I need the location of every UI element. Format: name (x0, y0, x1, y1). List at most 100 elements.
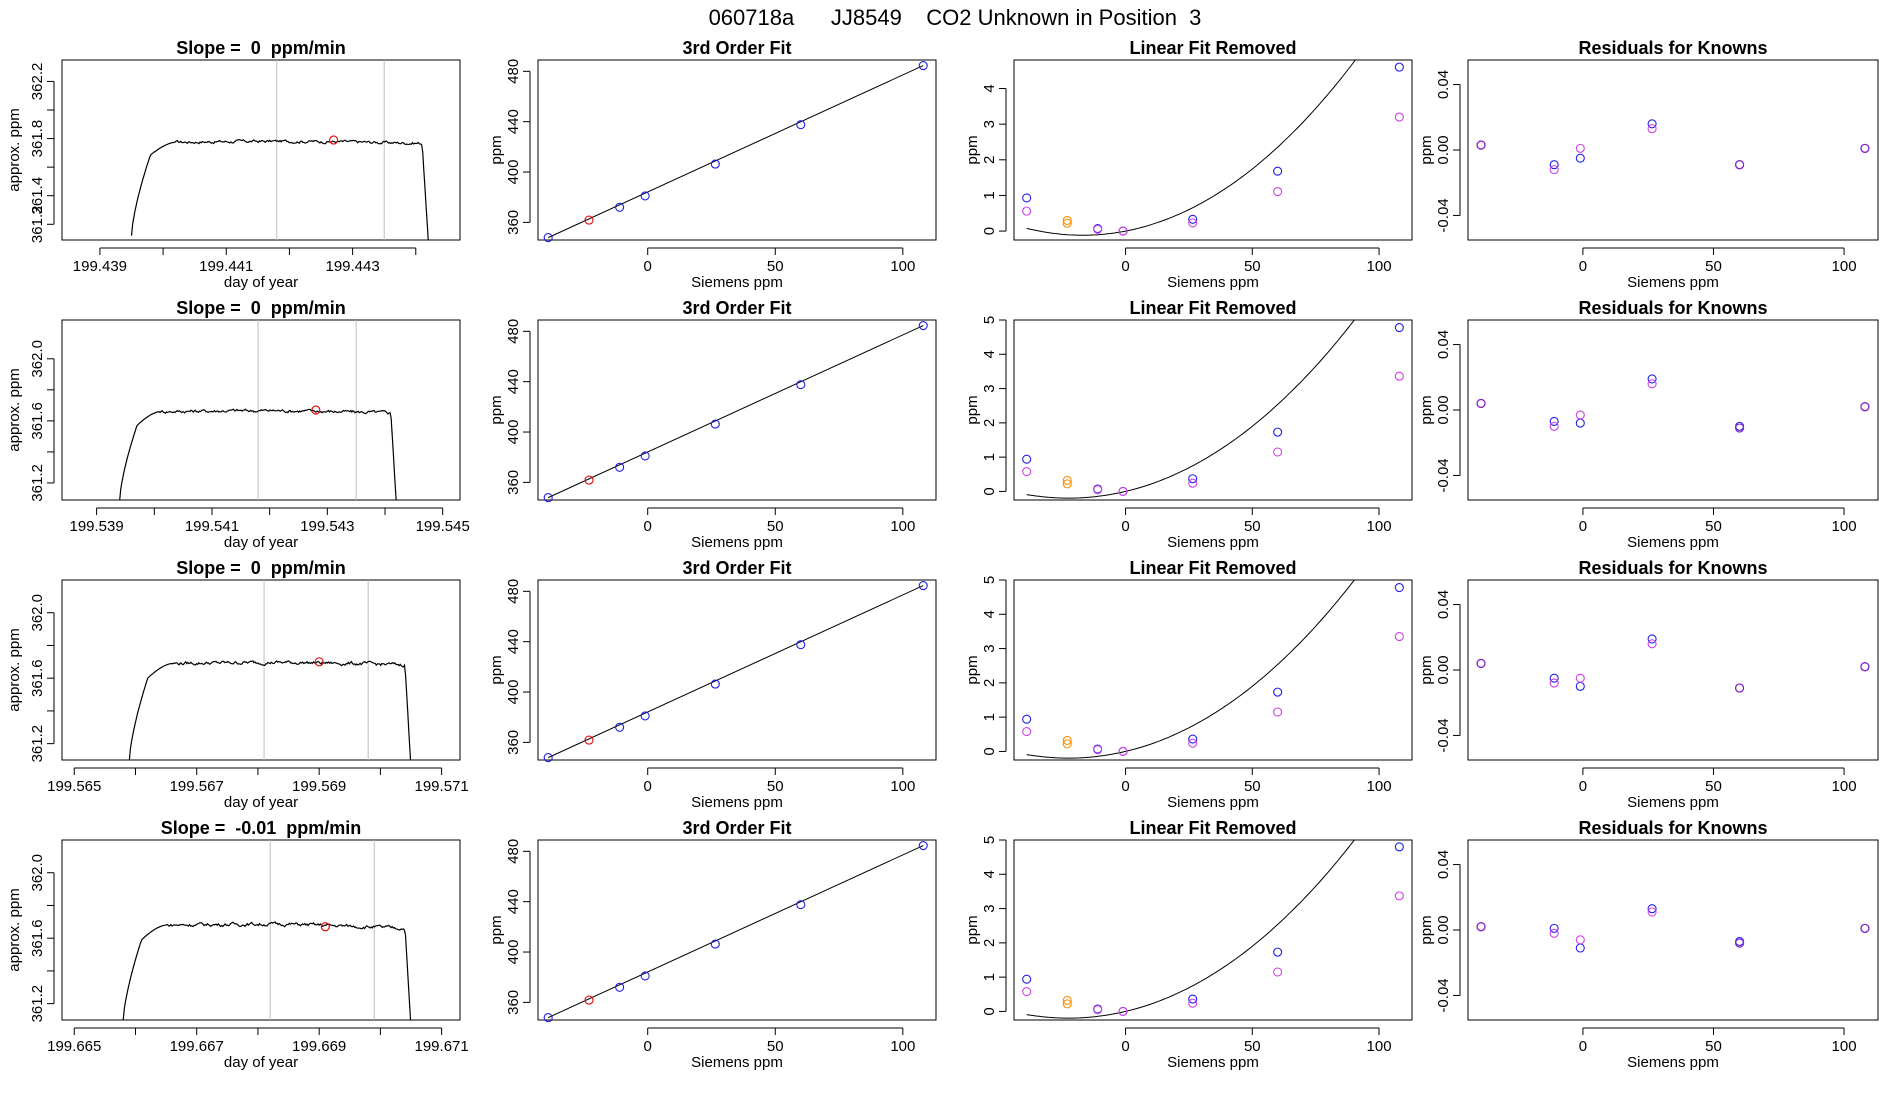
data-point-purple (1735, 160, 1745, 170)
x-tick-label: 199.565 (47, 778, 101, 795)
y-tick-label: 360 (505, 990, 522, 1015)
data-point-purple (1860, 662, 1870, 672)
x-tick-label: 100 (1367, 518, 1392, 535)
x-tick-label: 50 (1244, 258, 1261, 275)
panel-linear-removed-row-2: Linear Fit Removed 0 50 100 Siemens ppm 0 1 2 3 4… (964, 298, 1413, 551)
y-axis-label: ppm (488, 395, 505, 424)
data-point-magenta (1022, 466, 1032, 477)
data-point-magenta (1575, 410, 1585, 420)
y-axis-label: ppm (1418, 655, 1435, 684)
data-point-blue (1647, 634, 1657, 644)
x-tick-label: 100 (1367, 1038, 1392, 1055)
x-tick-label: 0 (1121, 518, 1129, 535)
data-point-magenta (1549, 165, 1559, 175)
data-point-red (584, 475, 594, 485)
plot-frame (1013, 839, 1413, 1021)
y-tick-label: 480 (505, 579, 522, 604)
data-point-magenta (1188, 478, 1198, 488)
x-tick-label: 0 (1121, 258, 1129, 275)
data-point-blue (640, 971, 650, 981)
x-tick-label: 0 (1121, 778, 1129, 795)
x-tick-label: 0 (1579, 1038, 1587, 1055)
y-tick-label: 360 (505, 210, 522, 235)
plot-content (1026, 320, 1355, 499)
data-point-blue (615, 462, 625, 472)
data-point-magenta (1022, 206, 1032, 216)
y-axis-label: ppm (964, 135, 981, 164)
unknown-point (329, 135, 339, 145)
y-tick-label: 440 (505, 109, 522, 134)
data-point-blue (1022, 193, 1032, 203)
page-title: 060718a JJ8549 CO2 Unknown in Position 3 (709, 5, 1202, 30)
fit-curve (1026, 320, 1355, 499)
fit-line (547, 325, 924, 499)
y-tick-label: 361.2 (29, 985, 46, 1023)
x-tick-label: 199.669 (292, 1038, 346, 1055)
y-tick-label: 0 (981, 487, 998, 495)
x-axis-label: day of year (224, 274, 298, 291)
data-point-orange (1062, 999, 1072, 1009)
y-tick-label: 361.8 (29, 120, 46, 158)
y-tick-label: 5 (981, 836, 998, 844)
x-tick-label: 50 (1705, 778, 1722, 795)
data-point-red (584, 735, 594, 745)
plot-content (1026, 840, 1355, 1019)
y-tick-label: 3 (981, 384, 998, 392)
data-point-blue (918, 60, 928, 71)
y-tick-label: 1 (981, 973, 998, 981)
x-tick-label: 50 (767, 518, 784, 535)
y-axis-label: ppm (488, 135, 505, 164)
plot-frame (1467, 839, 1879, 1021)
plot-frame (61, 579, 461, 761)
data-point-blue (1273, 947, 1283, 957)
x-tick-label: 199.539 (69, 518, 123, 535)
x-axis-label: day of year (224, 534, 298, 551)
data-point-orange (1062, 735, 1072, 746)
y-tick-label: 0.04 (1435, 330, 1452, 359)
x-tick-label: 199.567 (170, 778, 224, 795)
x-tick-label: 50 (767, 778, 784, 795)
y-axis-label: ppm (964, 655, 981, 684)
data-point-magenta (1022, 726, 1032, 737)
y-tick-label: -0.04 (1435, 458, 1452, 492)
y-tick-label: 0 (981, 227, 998, 235)
fit-curve (1026, 840, 1355, 1019)
plot-frame (1467, 579, 1879, 761)
data-point-magenta (1188, 998, 1198, 1008)
x-axis-label: Siemens ppm (1167, 1054, 1259, 1071)
y-tick-label: 361.6 (29, 919, 46, 957)
y-tick-label: 1 (981, 191, 998, 199)
data-point-blue (796, 900, 806, 910)
x-axis-label: Siemens ppm (691, 1054, 783, 1071)
y-tick-label: 480 (505, 59, 522, 84)
y-axis-label: ppm (1418, 915, 1435, 944)
y-tick-label: 2 (981, 419, 998, 427)
y-axis-label: approx. ppm (6, 368, 23, 451)
data-point-blue (543, 493, 553, 503)
data-point-magenta (1118, 486, 1128, 496)
y-tick-label: 5 (981, 316, 998, 324)
data-point-red (584, 215, 594, 225)
data-point-purple (1860, 143, 1870, 153)
y-axis-label: approx. ppm (6, 888, 23, 971)
y-tick-label: 400 (505, 940, 522, 965)
y-tick-label: 3 (981, 904, 998, 912)
data-point-purple (1476, 398, 1486, 409)
panel-title: Linear Fit Removed (1129, 298, 1296, 318)
data-point-blue (796, 380, 806, 390)
x-tick-label: 199.671 (415, 1038, 469, 1055)
data-point-magenta (1394, 112, 1404, 122)
y-tick-label: 361.6 (29, 659, 46, 697)
data-point-magenta (1273, 707, 1283, 717)
y-tick-label: 0.04 (1435, 590, 1452, 619)
data-point-blue (1647, 119, 1657, 129)
x-axis-label: Siemens ppm (1167, 794, 1259, 811)
data-point-blue (1394, 322, 1404, 333)
data-point-magenta (1549, 928, 1559, 938)
y-tick-label: 2 (981, 679, 998, 687)
x-tick-label: 100 (890, 258, 915, 275)
data-point-blue (640, 451, 650, 461)
x-tick-label: 0 (1579, 778, 1587, 795)
y-tick-label: 361.2 (29, 725, 46, 763)
plot-content (1026, 580, 1355, 759)
